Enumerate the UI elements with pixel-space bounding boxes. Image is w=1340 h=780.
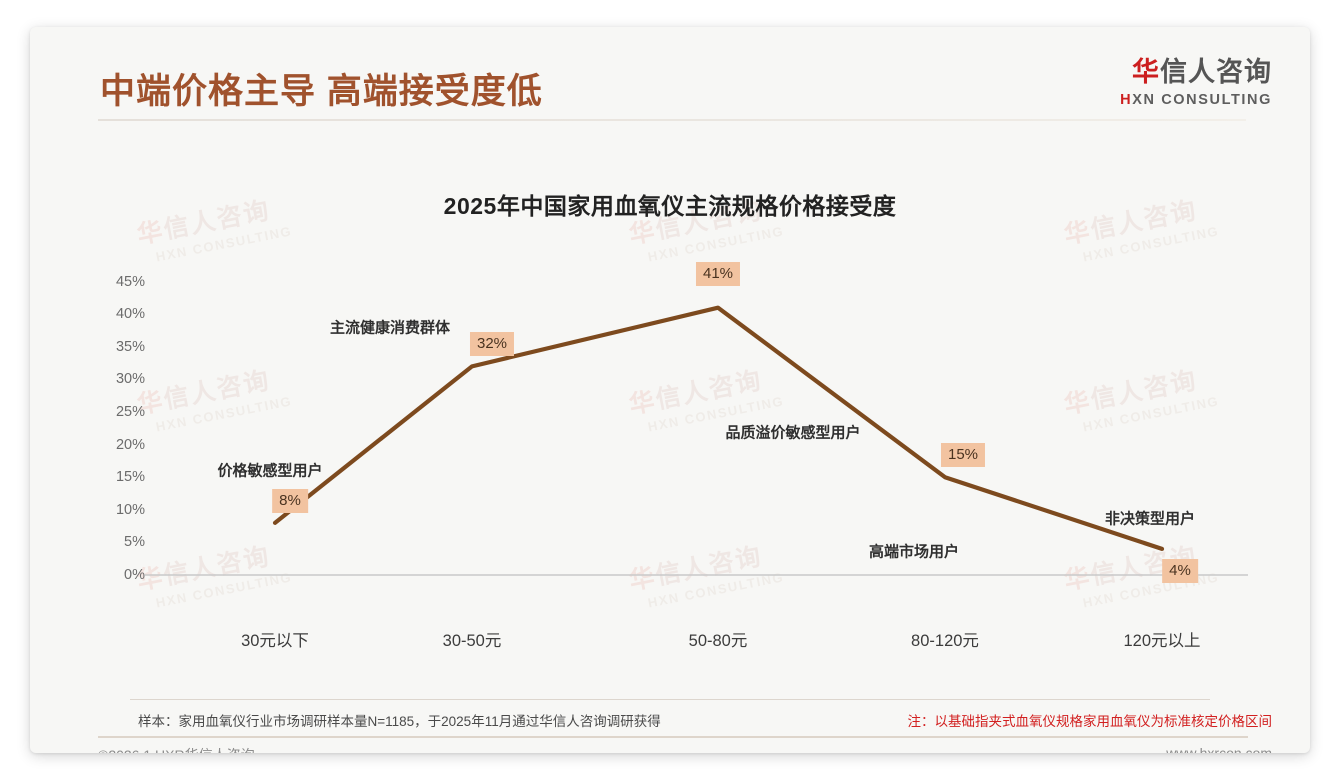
y-axis-tick: 30%: [115, 371, 145, 388]
data-point-label: 32%: [469, 332, 515, 357]
data-point-label: 8%: [272, 488, 308, 513]
segment-annotation: 高端市场用户: [868, 543, 960, 561]
footer-divider: [98, 736, 1248, 738]
x-axis-tick: 30元以下: [241, 632, 309, 650]
segment-annotation: 品质溢价敏感型用户: [725, 424, 861, 442]
x-axis-tick: 80-120元: [911, 632, 979, 650]
y-axis-tick: 20%: [115, 436, 145, 453]
segment-annotation: 主流健康消费群体: [329, 319, 451, 337]
slide-header: 中端价格主导 高端接受度低 华信人咨询 HXN CONSULTING: [30, 27, 1310, 123]
y-axis-tick: 40%: [115, 306, 145, 323]
notes-divider: [130, 699, 1210, 700]
segment-annotation: 价格敏感型用户: [217, 462, 323, 480]
y-axis: 45% 40% 35% 30% 25% 20% 15% 10% 5% 0%: [75, 27, 145, 753]
company-logo: 华信人咨询 HXN CONSULTING: [1120, 59, 1272, 108]
segment-annotation: 非决策型用户: [1104, 510, 1196, 528]
copyright-text: ©2026.1 HXR华信人咨询: [98, 745, 255, 753]
header-divider: [98, 119, 1246, 121]
y-axis-tick: 10%: [115, 501, 145, 518]
y-axis-tick: 25%: [115, 404, 145, 420]
logo-cn-rest: 信人咨询: [1160, 57, 1272, 87]
logo-en-red: H: [1120, 92, 1133, 108]
y-axis-tick: 0%: [124, 567, 145, 583]
methodology-note: 注：以基础指夹式血氧仪规格家用血氧仪为标准核定价格区间: [907, 714, 1273, 729]
x-axis-tick: 30-50元: [442, 632, 502, 650]
sample-note: 样本：家用血氧仪行业市场调研样本量N=1185，于2025年11月通过华信人咨询…: [138, 714, 661, 729]
x-axis-tick: 50-80元: [688, 632, 748, 650]
page-title: 中端价格主导 高端接受度低: [100, 72, 543, 111]
y-axis-tick: 15%: [115, 469, 145, 486]
x-axis-tick: 120元以上: [1123, 632, 1201, 650]
x-axis: 30元以下 30-50元 50-80元 80-120元 120元以上: [30, 615, 1310, 650]
data-labels-layer: 8% 32% 41% 15% 4% 价格敏感型用户 主流健康消费群体品质溢价敏感型用户高端市…: [30, 27, 1310, 753]
chart-title: 2025年中国家用血氧仪主流规格价格接受度: [443, 193, 897, 219]
slide-canvas: 华信人咨询 HXN CONSULTING 华信人咨询 HXN CONSULTIN…: [30, 27, 1310, 753]
y-axis-tick: 45%: [115, 273, 145, 290]
data-point-label: 15%: [940, 443, 986, 468]
y-axis-tick: 5%: [124, 534, 145, 551]
data-point-label: 4%: [1162, 558, 1198, 583]
y-axis-tick: 35%: [115, 338, 145, 355]
website-link[interactable]: www.hxrcon.com: [1166, 745, 1272, 753]
logo-en-rest: XN CONSULTING: [1132, 92, 1272, 108]
data-point-label: 41%: [695, 261, 741, 286]
logo-cn-red: 华: [1132, 57, 1160, 87]
